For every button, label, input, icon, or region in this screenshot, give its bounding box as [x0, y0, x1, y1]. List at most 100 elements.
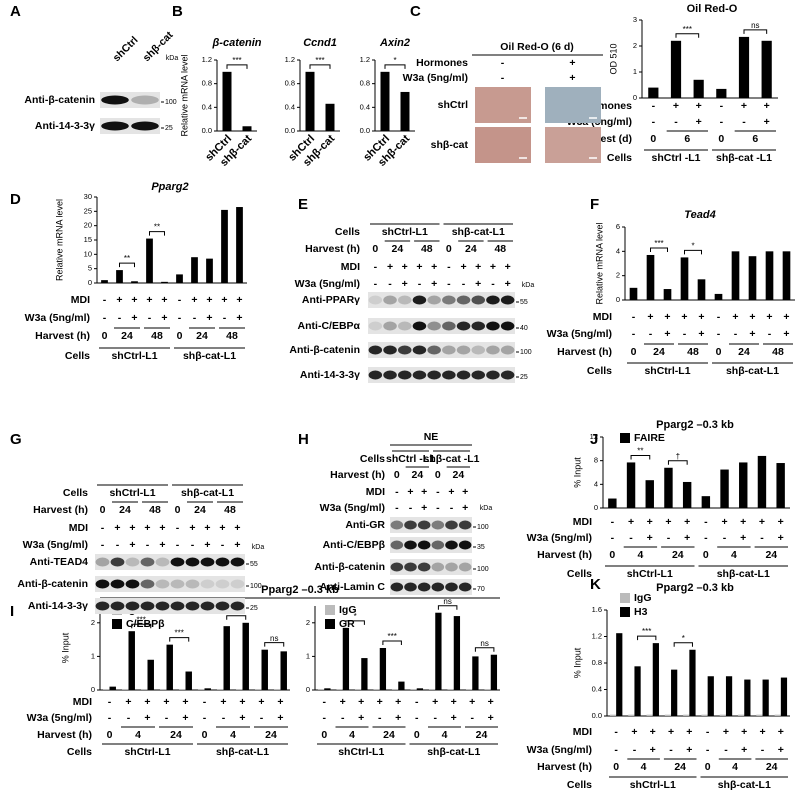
row-cell: shCtrl-L1	[338, 746, 384, 758]
bar	[416, 688, 424, 690]
row-cell: +	[161, 294, 167, 306]
significance-label: ***	[387, 632, 396, 641]
significance-label: ***	[232, 56, 241, 65]
bar	[380, 71, 390, 131]
row-label: MDI	[366, 486, 385, 498]
row-cell: 4	[230, 729, 236, 741]
y-tick-label: 1	[306, 651, 310, 660]
y-axis-label: Relative mRNA level	[594, 222, 604, 304]
blot-band	[404, 582, 417, 592]
row-cell: -	[629, 532, 633, 544]
blot-band	[200, 601, 215, 611]
row-cell: shCtrl-L1	[109, 487, 155, 499]
y-tick-label: 0.8	[592, 658, 602, 667]
blot-band	[200, 557, 215, 567]
row-label: Harvest (h)	[37, 729, 92, 741]
blot-band	[404, 520, 417, 530]
significance-bracket	[169, 637, 190, 642]
row-cell: +	[740, 532, 746, 544]
bar	[204, 688, 211, 690]
significance-label: ***	[315, 56, 324, 65]
y-tick-label: 0.4	[592, 684, 602, 693]
blot-band	[170, 579, 185, 589]
y-tick-label: 3	[633, 15, 637, 24]
row-cell: -	[760, 532, 764, 544]
row-cell: 48	[494, 243, 506, 255]
row-cell: 0	[202, 729, 208, 741]
y-tick-label: 8	[594, 456, 598, 465]
row-cell: -	[667, 532, 671, 544]
blot-band	[397, 321, 412, 331]
significance-bracket	[131, 623, 152, 629]
row-cell: +	[402, 278, 408, 290]
kda-marker: 25	[165, 125, 173, 132]
significance-bracket	[630, 454, 651, 460]
bar	[472, 656, 479, 690]
y-tick-label: 1	[633, 67, 637, 76]
blot-band	[417, 562, 431, 572]
row-cell: +	[469, 696, 475, 708]
row-cell: 24	[738, 346, 750, 358]
row-cell: +	[647, 311, 653, 323]
bar	[748, 256, 757, 300]
row-cell: +	[490, 261, 496, 273]
row-cell: -	[649, 328, 653, 340]
blot-band	[486, 295, 500, 305]
row-cell: +	[189, 522, 195, 534]
row-label: Harvest (h)	[557, 346, 612, 358]
significance-bracket	[345, 620, 365, 625]
blot-band	[486, 370, 500, 380]
y-tick-label: 30	[84, 192, 92, 201]
row-cell: shβ-cat-L1	[452, 226, 505, 238]
row-cell: 24	[411, 469, 423, 481]
micrograph	[545, 87, 601, 123]
row-cell: -	[223, 312, 227, 324]
row-cell: -	[501, 57, 505, 69]
row-cell: 24	[674, 761, 686, 773]
row-label: Cells	[567, 568, 592, 580]
row-cell: 24	[765, 549, 777, 561]
bar	[185, 671, 192, 690]
row-cell: -	[652, 100, 656, 112]
y-tick-label: 25	[84, 206, 92, 215]
row-cell: +	[358, 696, 364, 708]
row-cell: +	[236, 312, 242, 324]
legend-swatch	[325, 619, 335, 629]
row-label: MDI	[71, 294, 90, 306]
y-tick-label: 4	[594, 479, 598, 488]
bar	[670, 40, 682, 98]
chart-title: Axin2	[379, 37, 410, 49]
bar	[398, 681, 405, 690]
kda-marker: 70	[477, 586, 485, 593]
row-cell: -	[341, 712, 345, 724]
panel-letter: B	[172, 3, 183, 20]
legend-label: FAIRE	[634, 432, 665, 444]
kda-marker: 55	[520, 299, 528, 306]
bar	[122, 688, 129, 690]
kda-unit: kDa	[252, 544, 265, 551]
row-cell: -	[611, 516, 615, 528]
blot-band	[486, 345, 500, 355]
row-cell: shβ-cat-L1	[718, 779, 771, 790]
kda-marker: 55	[250, 561, 258, 568]
bar	[490, 654, 498, 690]
row-cell: -	[108, 696, 112, 708]
row-cell: 48	[226, 330, 238, 342]
row-cell: 24	[392, 243, 404, 255]
y-tick-label: 6	[616, 222, 620, 231]
y-axis-label: Relative mRNA level	[54, 199, 64, 281]
blot-band	[390, 540, 404, 550]
significance-label: *	[393, 56, 396, 65]
row-cell: -	[415, 696, 419, 708]
significance-label: **	[154, 223, 160, 232]
bar	[683, 714, 690, 716]
row-cell: +	[144, 712, 150, 724]
row-cell: -	[178, 312, 182, 324]
kda-marker: 100	[477, 524, 489, 531]
row-cell: -	[193, 312, 197, 324]
row-cell: shCtrl -L1	[386, 453, 435, 465]
bar	[116, 270, 123, 283]
row-label: Cells	[587, 365, 612, 377]
bar	[242, 622, 249, 690]
y-tick-label: 0	[616, 295, 620, 304]
